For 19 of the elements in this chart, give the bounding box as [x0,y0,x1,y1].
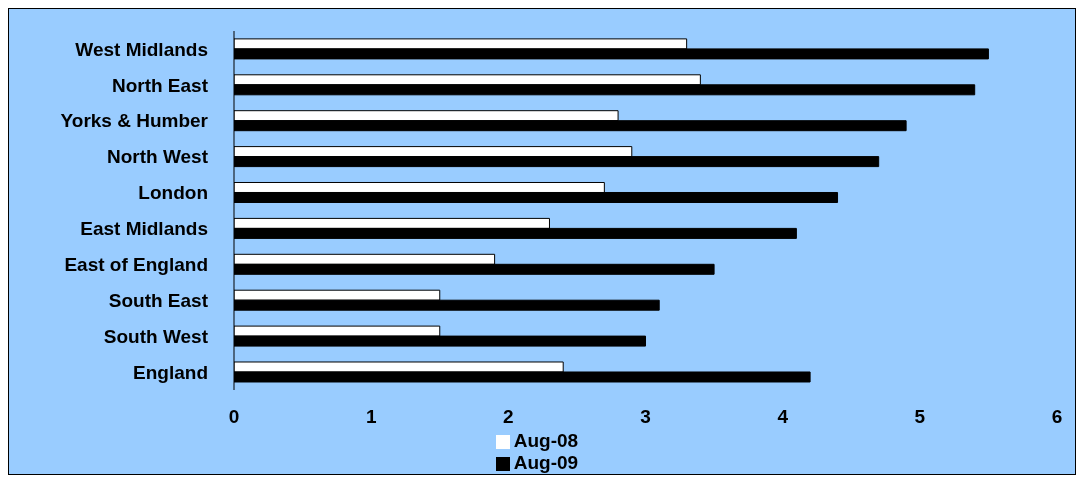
legend-label: Aug-08 [513,430,579,451]
x-tick-label: 0 [228,406,240,428]
y-tick-label: East of England [64,254,208,276]
x-tick-label: 1 [365,406,377,428]
y-tick-label: North West [107,146,209,168]
x-tick-label: 5 [914,406,926,428]
y-tick-label: England [133,361,208,383]
y-tick-label: East Midlands [80,218,208,240]
y-tick-label: North East [111,74,209,96]
y-tick-label: London [138,182,208,204]
legend-label: Aug-09 [513,452,579,473]
y-tick-label: Yorks & Humber [60,110,209,132]
y-tick-label: West Midlands [75,38,208,60]
x-tick-label: 4 [777,406,789,428]
x-tick-label: 2 [503,406,514,428]
y-tick-label: South East [108,289,209,311]
y-tick-label: South West [103,325,209,347]
x-tick-label: 3 [640,406,651,428]
x-tick-label: 6 [1051,406,1063,428]
